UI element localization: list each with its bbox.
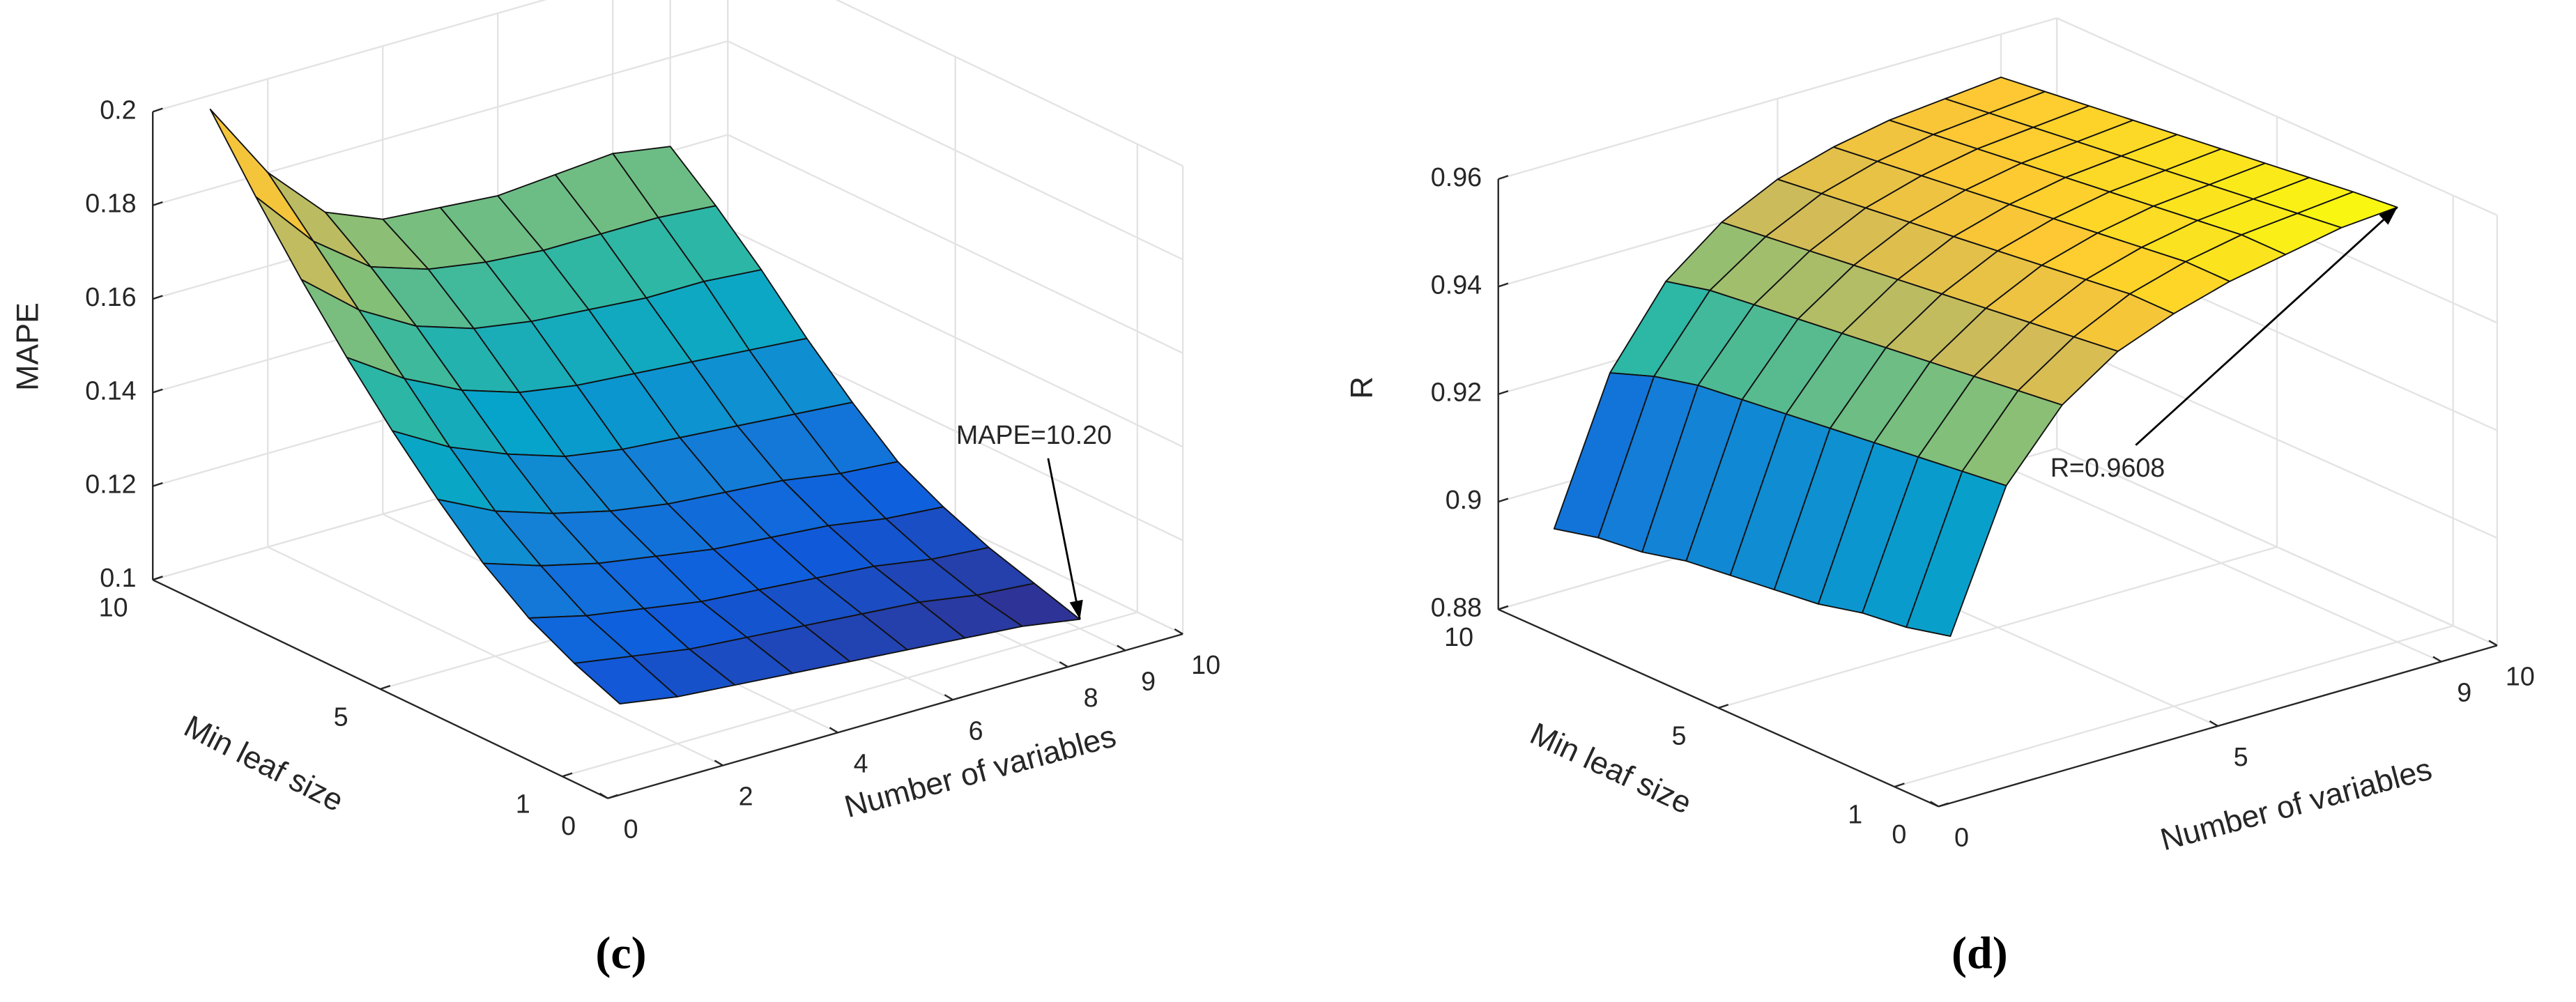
z-axis-label: R bbox=[1344, 376, 1379, 399]
tick-mark bbox=[2432, 656, 2442, 663]
caption: (d) bbox=[1952, 927, 2008, 978]
tick-mark bbox=[1059, 661, 1068, 668]
tick-mark bbox=[2488, 640, 2498, 647]
surface-patch bbox=[574, 655, 678, 705]
z-tick-label: 0.12 bbox=[85, 470, 136, 499]
x-tick-label: 8 bbox=[1084, 683, 1098, 712]
y-tick-label: 10 bbox=[1444, 622, 1473, 652]
tick-mark bbox=[829, 727, 838, 734]
x-tick-label: 6 bbox=[969, 716, 983, 745]
grid-line bbox=[1894, 625, 2454, 788]
tick-mark bbox=[152, 107, 163, 113]
tick-mark bbox=[1498, 175, 1509, 180]
tick-mark bbox=[152, 388, 163, 394]
z-tick-label: 0.88 bbox=[1431, 593, 1482, 622]
tick-mark bbox=[1498, 282, 1509, 288]
arrow-head bbox=[1069, 599, 1083, 619]
x-tick-label: 9 bbox=[2457, 678, 2471, 707]
annotation-arrow bbox=[2135, 206, 2398, 446]
x-tick-label: 5 bbox=[2234, 742, 2248, 771]
y-tick-label: 5 bbox=[334, 702, 348, 731]
tick-mark bbox=[152, 201, 163, 206]
y-tick-label: 5 bbox=[1672, 720, 1687, 750]
annotation: MAPE=10.20 bbox=[956, 420, 1112, 449]
grid-line bbox=[1718, 546, 2278, 709]
tick-mark bbox=[1718, 704, 1729, 709]
y-tick-label: 10 bbox=[99, 593, 128, 622]
z-axis-label: MAPE bbox=[10, 302, 45, 391]
tick-mark bbox=[599, 792, 608, 799]
tick-mark bbox=[152, 576, 163, 581]
tick-mark bbox=[152, 295, 163, 300]
z-tick-label: 0.96 bbox=[1431, 162, 1482, 192]
axis-line bbox=[607, 633, 1183, 799]
tick-mark bbox=[607, 794, 618, 799]
tick-mark bbox=[714, 760, 723, 766]
x-tick-label: 9 bbox=[1141, 667, 1156, 696]
grid-line bbox=[562, 611, 1138, 778]
x-tick-label: 0 bbox=[1954, 823, 1969, 852]
z-tick-label: 0.1 bbox=[100, 563, 136, 592]
annotation-arrow bbox=[1047, 458, 1081, 619]
tick-mark bbox=[152, 481, 163, 487]
tick-mark bbox=[1174, 628, 1183, 635]
y-tick-label: 1 bbox=[516, 789, 530, 819]
tick-mark bbox=[562, 772, 573, 778]
z-tick-label: 0.16 bbox=[85, 282, 136, 311]
x-tick-label: 4 bbox=[854, 748, 868, 778]
z-tick-label: 0.94 bbox=[1431, 270, 1482, 299]
y-tick-label: 1 bbox=[1848, 800, 1862, 829]
y-tick-label: 0 bbox=[561, 811, 576, 840]
tick-mark bbox=[1938, 802, 1949, 808]
x-tick-label: 10 bbox=[2506, 662, 2535, 691]
tick-mark bbox=[2209, 720, 2218, 727]
surface-patch bbox=[1906, 470, 2007, 637]
tick-mark bbox=[1498, 498, 1509, 503]
tick-mark bbox=[944, 694, 953, 701]
x-tick-label: 10 bbox=[1191, 650, 1220, 679]
z-tick-label: 0.9 bbox=[1446, 485, 1482, 514]
tick-mark bbox=[1894, 783, 1905, 788]
x-tick-label: 2 bbox=[739, 782, 753, 811]
x-tick-label: 0 bbox=[624, 815, 638, 844]
z-tick-label: 0.14 bbox=[85, 376, 136, 405]
y-tick-label: 0 bbox=[1892, 819, 1906, 849]
z-tick-label: 0.18 bbox=[85, 189, 136, 218]
tick-mark bbox=[1498, 605, 1509, 610]
z-tick-label: 0.92 bbox=[1431, 378, 1482, 407]
tick-mark bbox=[380, 685, 391, 691]
tick-mark bbox=[1117, 645, 1126, 652]
arrow-head bbox=[2379, 207, 2398, 225]
tick-mark bbox=[1930, 801, 1940, 808]
annotation: R=0.9608 bbox=[2050, 453, 2165, 482]
caption: (c) bbox=[595, 927, 646, 978]
tick-mark bbox=[1498, 390, 1509, 395]
z-tick-label: 0.2 bbox=[100, 95, 136, 124]
grid-line bbox=[152, 0, 547, 113]
